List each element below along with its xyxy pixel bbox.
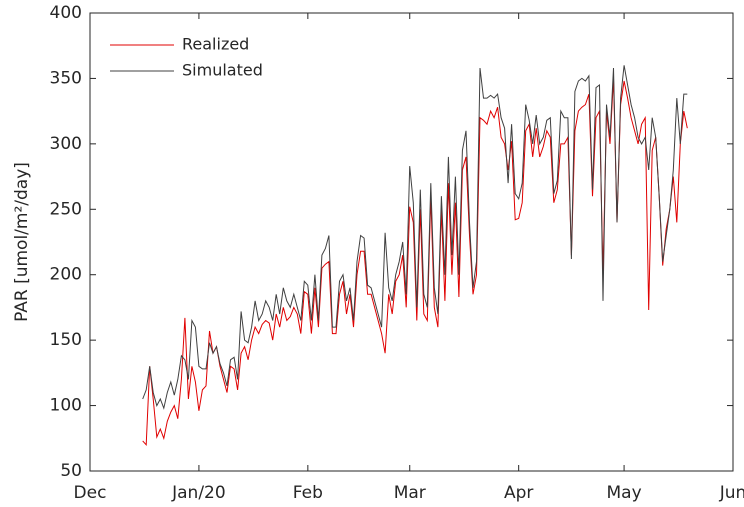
x-tick-label: Feb <box>293 483 323 503</box>
x-tick-label: Jun <box>719 483 744 503</box>
y-tick-label: 300 <box>50 134 82 154</box>
y-tick-label: 100 <box>50 396 82 416</box>
legend-label: Simulated <box>182 61 263 80</box>
x-tick-label: Dec <box>74 483 107 503</box>
y-tick-label: 200 <box>50 265 82 285</box>
series-line <box>142 78 688 447</box>
x-tick-label: Mar <box>394 483 426 503</box>
plot-area <box>89 12 734 472</box>
y-axis-label: PAR [umol/m²/day] <box>12 162 32 322</box>
y-tick-label: 50 <box>60 461 82 481</box>
series-line <box>142 65 688 410</box>
legend-label: Realized <box>182 35 249 54</box>
x-tick-label: May <box>606 483 641 503</box>
x-tick-label: Jan/20 <box>171 483 226 503</box>
x-tick-label: Apr <box>504 483 533 503</box>
y-tick-label: 250 <box>50 199 82 219</box>
y-tick-label: 150 <box>50 330 82 350</box>
y-tick-label: 400 <box>50 3 82 23</box>
y-tick-label: 350 <box>50 68 82 88</box>
